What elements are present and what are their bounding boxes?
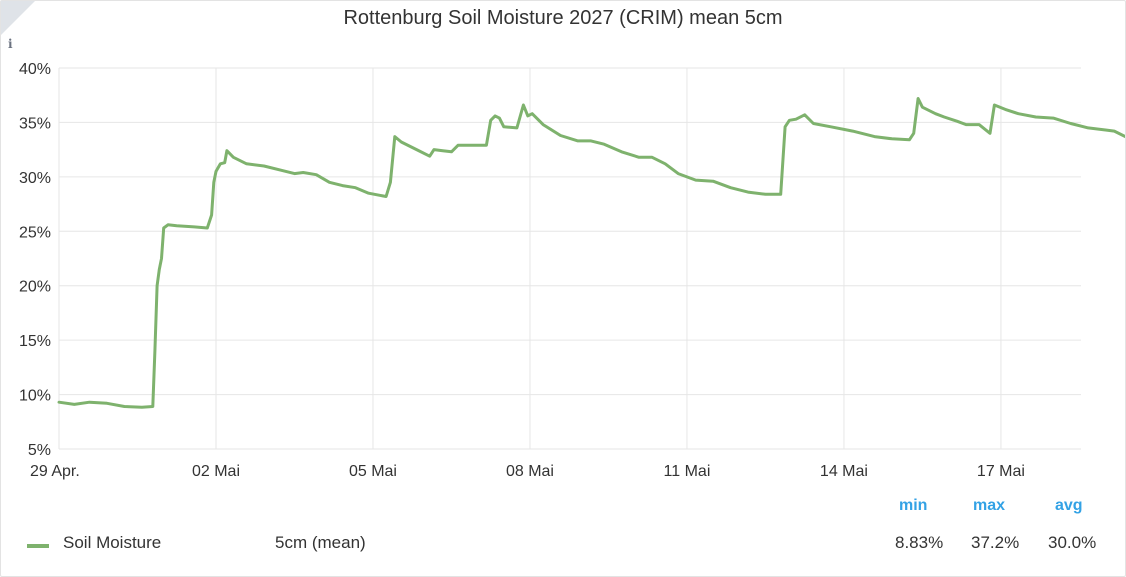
legend-series-aggregation: 5cm (mean): [275, 533, 366, 552]
y-axis: 5% 10% 15% 20% 25% 30% 35% 40%: [19, 61, 51, 459]
x-tick-label: 02 Mai: [192, 463, 240, 480]
legend-value-avg: 30.0%: [1048, 533, 1097, 552]
y-tick-label: 10%: [19, 388, 51, 405]
x-tick-label: 14 Mai: [820, 463, 868, 480]
x-tick-label: 11 Mai: [664, 463, 711, 480]
legend-series-swatch[interactable]: [27, 544, 49, 548]
legend-header-min[interactable]: min: [899, 497, 928, 514]
legend-value-max: 37.2%: [971, 533, 1020, 552]
x-tick-label: 17 Mai: [977, 463, 1025, 480]
y-tick-label: 40%: [19, 61, 51, 78]
x-tick-label: 05 Mai: [349, 463, 397, 480]
legend-value-min: 8.83%: [895, 533, 944, 552]
series-layer: [57, 97, 1125, 409]
legend-series-name[interactable]: Soil Moisture: [63, 533, 162, 552]
y-tick-label: 5%: [28, 442, 51, 459]
line-chart[interactable]: 5% 10% 15% 20% 25% 30% 35% 40% 29 Apr. 02 Mai 05 …: [1, 1, 1125, 491]
legend-header-avg[interactable]: avg: [1055, 497, 1083, 514]
legend-header-max[interactable]: max: [973, 497, 1006, 514]
x-axis: 29 Apr. 02 Mai 05 Mai 08 Mai 11 Mai 14 Mai 17 …: [30, 463, 1025, 480]
y-tick-label: 20%: [19, 279, 51, 296]
y-tick-label: 25%: [19, 224, 51, 241]
info-icon[interactable]: i: [8, 37, 13, 51]
panel-info-corner[interactable]: i: [1, 1, 35, 51]
series-line-soil-moisture: [57, 97, 1125, 409]
panel-title[interactable]: Rottenburg Soil Moisture 2027 (CRIM) mea…: [343, 7, 783, 29]
y-tick-label: 35%: [19, 115, 51, 132]
x-tick-label: 08 Mai: [506, 463, 554, 480]
x-tick-label: 29 Apr.: [30, 463, 80, 480]
chart-grid: [58, 67, 1081, 450]
y-tick-label: 15%: [19, 333, 51, 350]
legend-row: Soil Moisture 5cm (mean) 8.83% 37.2% 30.…: [25, 533, 1105, 557]
y-tick-label: 30%: [19, 170, 51, 187]
